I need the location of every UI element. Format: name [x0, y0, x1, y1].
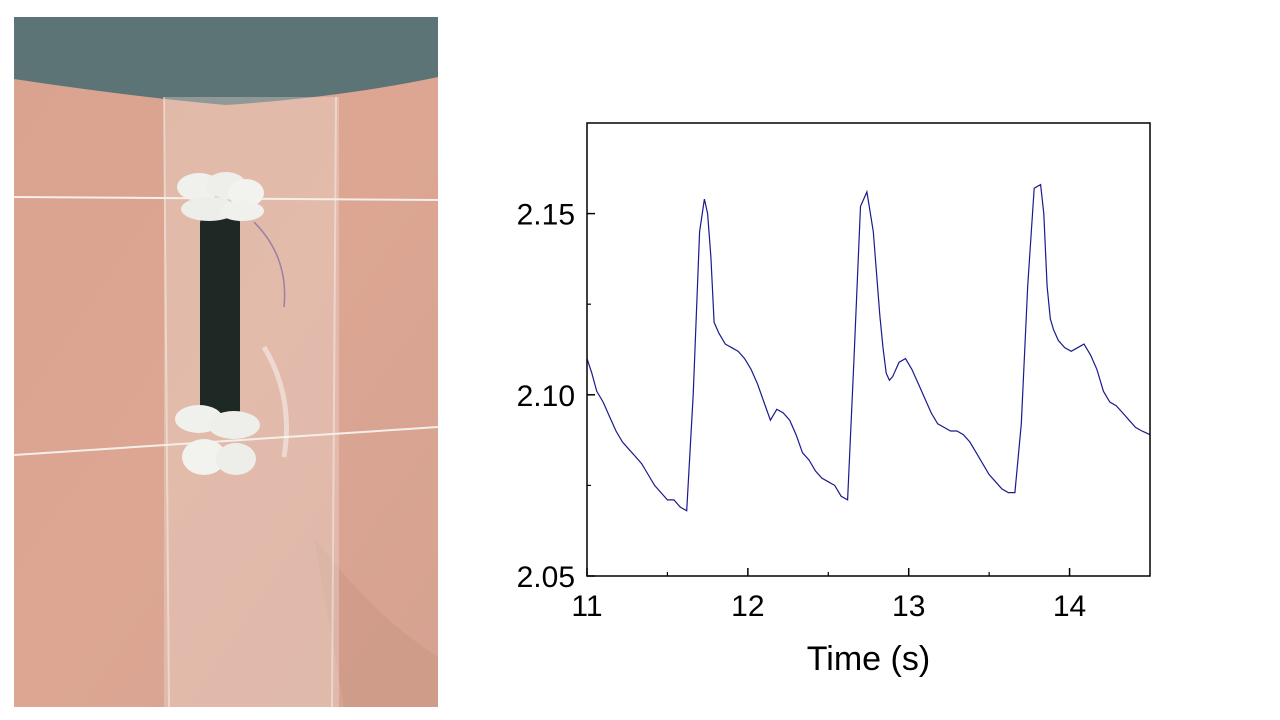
tape-glare: [261, 345, 289, 458]
y-tick-label-2: 2.15: [517, 199, 575, 232]
x-tick-label-1: 12: [731, 590, 764, 623]
x-tick-label-3: 14: [1053, 590, 1086, 623]
y-tick-label-1: 2.10: [517, 380, 575, 413]
x-tick-label-2: 13: [892, 590, 925, 623]
sensor-strip: [200, 217, 240, 429]
upper-wire: [14, 196, 438, 201]
skin-shadow: [314, 537, 438, 707]
x-axis-label: Time (s): [807, 640, 930, 678]
series-line-0: [586, 183, 1151, 512]
sensor-photo: [14, 17, 438, 707]
x-tick-label-0: 11: [571, 590, 602, 623]
lower-electrode: [175, 405, 260, 475]
lower-wire: [14, 426, 438, 456]
signal-chart: 11 12 13 14 2.05 2.10 2.15 Time (s): [470, 80, 1190, 700]
tick-group: 11 12 13 14 2.05 2.10 2.15: [517, 199, 1087, 623]
pen-mark: [253, 221, 286, 308]
chart-svg: 11 12 13 14 2.05 2.10 2.15 Time (s): [517, 122, 1151, 678]
upper-electrode: [177, 172, 264, 221]
sensor-photo-drawing: [14, 17, 438, 707]
plot-frame: [586, 122, 1151, 577]
y-tick-label-0: 2.05: [517, 561, 575, 594]
